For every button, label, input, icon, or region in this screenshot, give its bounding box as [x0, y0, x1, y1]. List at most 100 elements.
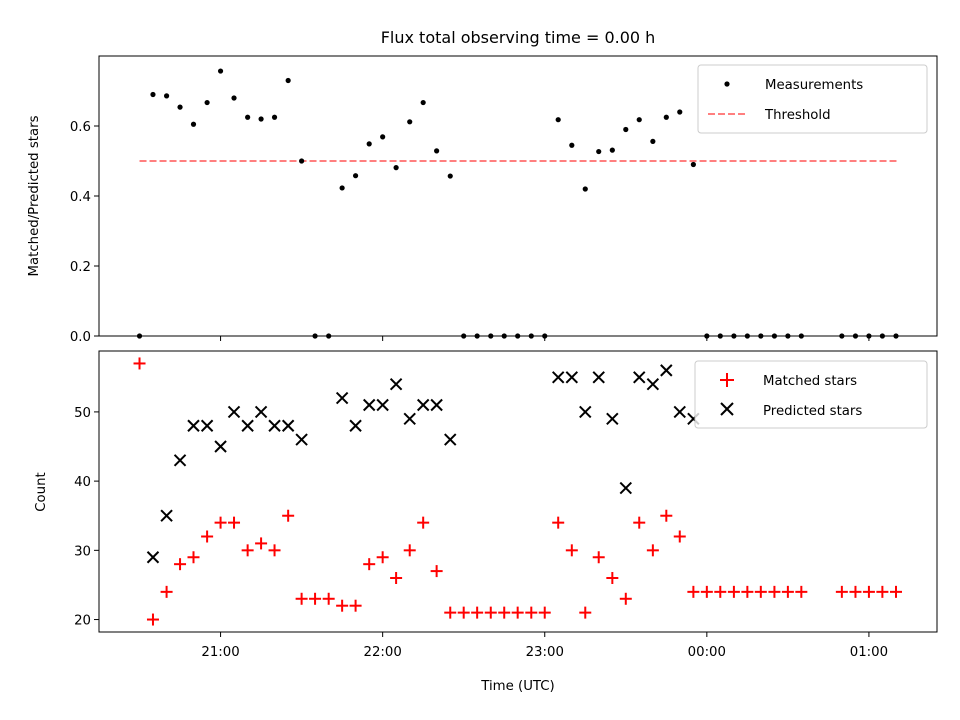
- predicted-star-marker: [660, 364, 673, 377]
- top-axis-ticks: 0.0 0.2 0.4 0.6: [70, 120, 870, 345]
- predicted-star-marker-b: [146, 551, 160, 564]
- measurement-point: [366, 141, 372, 147]
- bottom-plot-marks: [133, 357, 902, 626]
- predicted-star-marker: [241, 419, 254, 432]
- matched-star-marker: [457, 606, 470, 619]
- matched-star-marker: [862, 585, 875, 598]
- predicted-star-marker: [673, 405, 686, 419]
- chart-title: Flux total observing time = 0.00 h: [381, 28, 656, 47]
- measurement-point: [650, 138, 656, 144]
- legend-measurements-marker: [724, 81, 730, 87]
- predicted-star-marker: [430, 398, 443, 412]
- predicted-star-marker: [646, 378, 660, 391]
- matched-star-marker: [511, 606, 524, 619]
- matched-star-marker: [714, 585, 727, 598]
- bottom-axis-ticks: 20 30 40 50 21:00 22:00 23:00 00:00 01:00: [74, 406, 888, 660]
- measurement-point: [245, 114, 251, 120]
- predicted-star-marker-b: [281, 419, 295, 432]
- matched-star-marker: [268, 544, 281, 557]
- measurement-point: [177, 104, 183, 110]
- predicted-star-marker-b: [187, 419, 200, 432]
- predicted-star-marker-b: [200, 419, 214, 432]
- predicted-star-marker-b: [660, 364, 673, 377]
- measurement-point: [190, 121, 197, 127]
- predicted-star-marker: [592, 371, 605, 384]
- predicted-star-marker-b: [241, 419, 254, 432]
- predicted-star-marker: [200, 419, 214, 432]
- predicted-star-marker: [295, 433, 308, 446]
- measurement-point: [299, 158, 305, 164]
- matched-star-marker: [228, 516, 241, 529]
- top-plot-marks: [136, 68, 899, 339]
- legend-matched-marker: [720, 373, 734, 387]
- matched-star-marker: [187, 551, 200, 564]
- predicted-star-marker-b: [227, 405, 241, 419]
- matched-star-marker: [579, 606, 592, 619]
- top-y-tick-label: 0.2: [70, 260, 91, 275]
- matched-star-marker: [376, 551, 389, 564]
- matched-star-marker: [606, 572, 619, 585]
- predicted-star-marker: [349, 419, 362, 432]
- measurement-point: [163, 93, 170, 99]
- matched-star-marker: [687, 585, 700, 598]
- predicted-star-marker: [254, 405, 268, 419]
- top-y-axis-label: Matched/Predicted stars: [27, 115, 42, 276]
- matched-star-marker: [444, 606, 457, 619]
- predicted-star-marker-b: [579, 405, 592, 419]
- measurement-point: [420, 99, 426, 106]
- measurement-point: [609, 147, 615, 153]
- measurement-point: [636, 117, 642, 123]
- matched-star-marker: [160, 585, 173, 598]
- x-axis-label: Time (UTC): [480, 679, 555, 694]
- predicted-star-marker: [335, 391, 349, 405]
- measurement-point: [231, 95, 237, 101]
- predicted-star-marker-b: [362, 398, 376, 412]
- matched-star-marker: [646, 544, 659, 557]
- predicted-star-marker-b: [606, 412, 619, 426]
- measurement-point: [339, 185, 345, 191]
- matched-star-marker: [849, 585, 862, 598]
- matched-star-marker: [403, 544, 416, 557]
- matched-star-marker: [700, 585, 713, 598]
- predicted-star-marker: [268, 419, 281, 432]
- matched-star-marker: [525, 606, 538, 619]
- predicted-star-marker: [362, 398, 376, 412]
- matched-star-marker: [363, 558, 376, 571]
- matched-star-marker: [146, 613, 159, 626]
- predicted-star-marker: [146, 551, 160, 564]
- measurement-point: [380, 134, 386, 140]
- measurement-point: [582, 186, 588, 192]
- predicted-star-marker-b: [565, 371, 579, 384]
- predicted-star-marker: [214, 440, 227, 453]
- predicted-star-marker-b: [633, 371, 646, 384]
- matched-star-marker: [214, 516, 227, 529]
- matched-star-marker: [727, 585, 740, 598]
- predicted-star-marker-b: [295, 433, 308, 446]
- predicted-star-marker-b: [444, 433, 457, 446]
- bottom-y-tick-label: 40: [74, 475, 91, 490]
- top-y-tick-label: 0.0: [70, 330, 91, 345]
- predicted-star-marker: [403, 412, 416, 426]
- matched-star-marker: [660, 509, 673, 522]
- matched-star-marker: [795, 585, 808, 598]
- matched-star-marker: [768, 585, 781, 598]
- matched-star-marker: [390, 572, 403, 585]
- x-tick-label: 22:00: [363, 645, 401, 660]
- x-tick-label: 01:00: [850, 645, 888, 660]
- predicted-star-marker-b: [268, 419, 281, 432]
- predicted-star-marker: [281, 419, 295, 432]
- measurement-point: [352, 173, 359, 179]
- matched-star-marker: [754, 585, 767, 598]
- measurement-point: [434, 148, 440, 154]
- matched-star-marker: [282, 509, 295, 522]
- predicted-star-marker-b: [646, 378, 660, 391]
- legend-predicted-label: Predicted stars: [763, 404, 862, 419]
- matched-star-marker: [241, 544, 254, 557]
- legend-matched-label: Matched stars: [763, 374, 857, 389]
- measurement-point: [447, 173, 453, 179]
- predicted-star-marker-b: [335, 391, 349, 405]
- matched-star-marker: [619, 592, 632, 605]
- predicted-star-marker: [619, 481, 632, 495]
- measurement-point: [271, 114, 278, 120]
